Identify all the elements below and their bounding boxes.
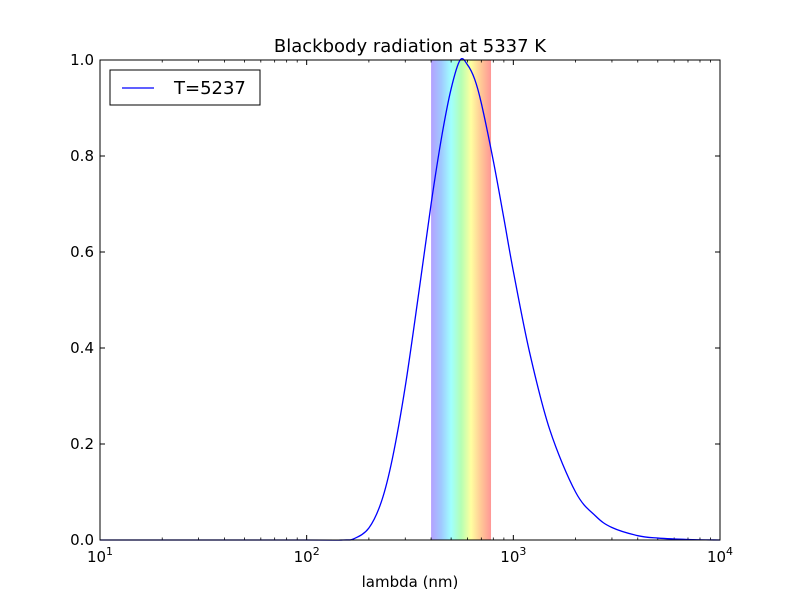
- legend: T=5237: [109, 69, 261, 106]
- y-tick-label: 0.0: [70, 531, 94, 549]
- plot-frame: [99, 59, 721, 541]
- y-tick-label: 0.8: [70, 147, 94, 165]
- x-tick-label: 104: [707, 545, 733, 566]
- legend-label: T=5237: [173, 78, 246, 99]
- y-tick-label: 1.0: [70, 51, 94, 69]
- visible-spectrum-band: [431, 60, 492, 540]
- x-tick-label: 103: [500, 545, 526, 566]
- y-tick-label: 0.6: [70, 243, 94, 261]
- y-tick-label: 0.4: [70, 339, 94, 357]
- x-tick-label: 102: [294, 545, 320, 566]
- series-line-0: [100, 57, 721, 541]
- y-tick-label: 0.2: [70, 435, 94, 453]
- chart-title: Blackbody radiation at 5337 K: [274, 36, 547, 57]
- x-axis-label: lambda (nm): [362, 573, 459, 591]
- x-tick-label: 101: [87, 545, 113, 566]
